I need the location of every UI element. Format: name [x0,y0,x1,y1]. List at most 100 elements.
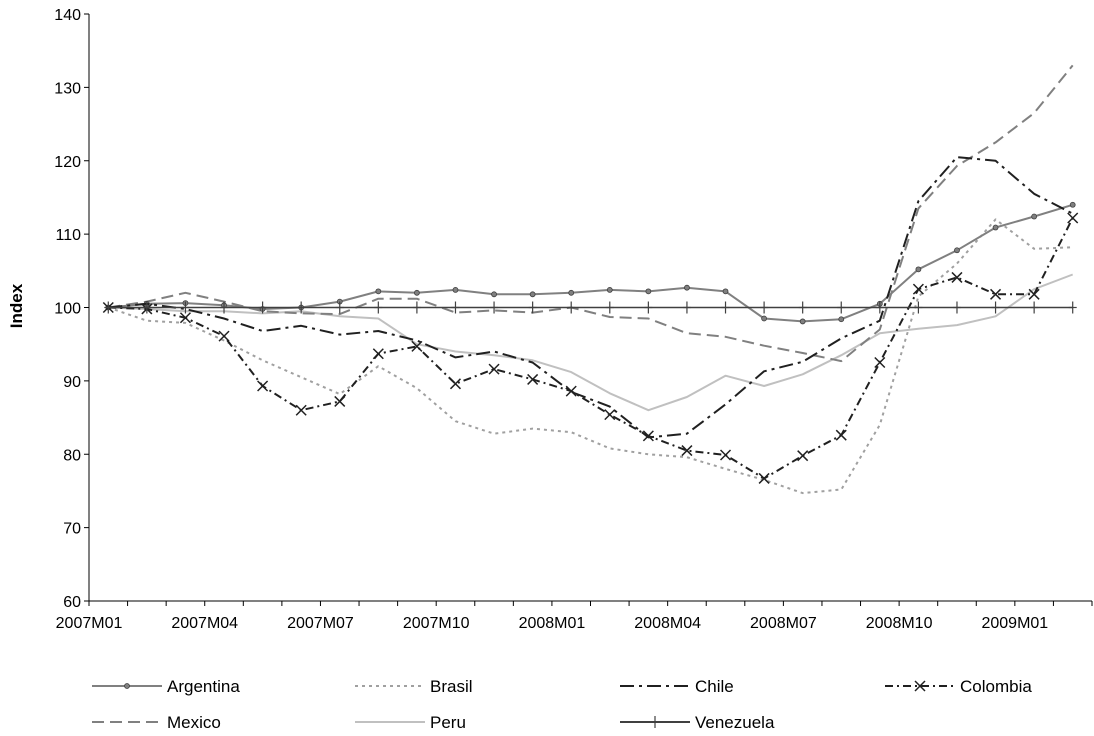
series-line-mexico [108,64,1074,363]
legend-marker [651,716,659,728]
data-point-venezuela [258,301,267,314]
data-point-colombia [719,449,732,461]
y-tick-label: 70 [63,521,81,538]
legend-item-brasil: Brasil [355,677,473,696]
legend-item-argentina: Argentina [92,677,240,696]
legend-marker [124,683,130,689]
series-mexico [108,64,1074,363]
data-point-venezuela [412,301,421,314]
data-point-argentina [954,247,960,254]
data-point-colombia [488,363,500,375]
series-peru [108,273,1074,412]
legend-label: Venezuela [695,713,775,732]
data-point-venezuela [914,301,923,314]
y-tick-label: 60 [63,594,81,611]
data-point-colombia [295,404,307,416]
data-point-argentina [491,291,497,298]
y-tick-label: 90 [63,374,81,391]
data-point-argentina [838,316,845,323]
x-tick-label: 2008M01 [519,615,586,632]
data-point-colombia [257,380,269,392]
data-point-colombia [527,373,539,385]
data-point-venezuela [490,301,499,314]
data-point-colombia [912,283,924,295]
legend-item-colombia: Colombia [885,677,1032,696]
data-point-argentina [375,288,382,295]
data-point-colombia [1028,288,1040,300]
data-point-venezuela [605,301,614,314]
data-point-venezuela [142,301,151,314]
data-point-colombia [565,385,577,397]
data-point-argentina [529,291,536,298]
data-point-colombia [642,430,654,442]
legend-label: Brasil [430,677,473,696]
data-point-venezuela [798,301,807,314]
data-point-venezuela [1068,301,1077,314]
data-point-venezuela [567,301,576,314]
x-tick-label: 2007M10 [403,615,470,632]
x-tick-label: 2008M04 [634,615,701,632]
data-point-colombia [990,288,1002,300]
data-point-venezuela [220,301,229,314]
y-tick-label: 130 [54,80,81,97]
x-tick-label: 2009M01 [981,615,1048,632]
data-point-argentina [645,288,652,295]
legend-label: Chile [695,677,734,696]
series-line-colombia [108,217,1074,480]
series-colombia [102,212,1079,484]
legend-item-chile: Chile [620,677,734,696]
data-point-argentina [1069,201,1076,208]
data-point-colombia [874,357,886,369]
data-point-colombia [334,395,346,407]
x-tick-label: 2007M04 [171,615,238,632]
data-point-venezuela [952,301,961,314]
x-tick-label: 2007M01 [56,615,123,632]
data-point-argentina [568,289,575,296]
y-tick-label: 80 [63,447,81,464]
series-argentina [105,201,1076,325]
data-point-venezuela [297,301,306,314]
y-tick-label: 110 [55,227,81,244]
data-point-venezuela [991,301,1000,314]
legend-item-peru: Peru [355,713,466,732]
data-point-argentina [799,318,806,325]
data-point-argentina [606,286,613,293]
legend-marker [914,680,926,692]
data-point-colombia [372,348,384,360]
data-point-venezuela [875,301,884,314]
data-point-colombia [604,409,616,421]
series-brasil [107,218,1073,495]
data-point-venezuela [1030,301,1039,314]
data-point-colombia [681,445,693,457]
data-point-colombia [1067,212,1079,224]
data-point-argentina [915,266,922,273]
series-line-peru [108,273,1074,412]
x-tick-label: 2008M07 [750,615,817,632]
data-point-venezuela [181,301,190,314]
data-point-colombia [835,429,847,441]
series-layer [102,64,1079,495]
legend-label: Mexico [167,713,221,732]
x-tick-label: 2007M07 [287,615,354,632]
data-point-colombia [179,312,191,324]
y-tick-label: 140 [54,7,81,24]
data-point-venezuela [760,301,769,314]
data-point-colombia [411,340,423,352]
data-point-argentina [992,224,999,231]
x-tick-label: 2008M10 [866,615,933,632]
series-venezuela [104,301,1077,314]
data-point-argentina [1031,213,1038,220]
legend-label: Argentina [167,677,240,696]
data-point-argentina [452,286,459,293]
data-point-venezuela [682,301,691,314]
data-point-venezuela [528,301,537,314]
data-point-venezuela [721,301,730,314]
legend-item-mexico: Mexico [92,713,221,732]
chart-axes: 60 70 80 90 100 110 120 130 140 2007M01 2007M04 200… [54,7,1093,632]
data-point-colombia [758,472,770,484]
legend: Argentina Brasil Chile Colombia Mexico Peru Ve… [92,677,1032,732]
y-tick-label: 100 [54,301,81,318]
data-point-argentina [414,289,420,296]
data-point-colombia [449,378,462,390]
series-line-chile [108,156,1074,439]
